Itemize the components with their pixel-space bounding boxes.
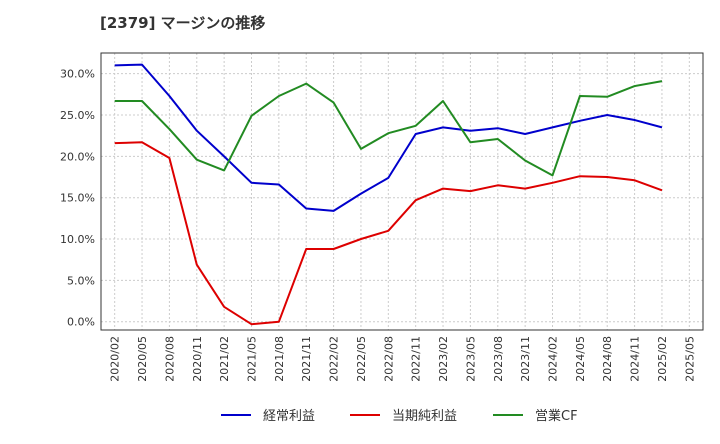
axis-layer: 0.0% 5.0% 10.0% 15.0% 20.0% 25.0% 30.0% 2020/02… <box>60 68 696 382</box>
y-tick-label: 0.0% <box>67 316 95 329</box>
x-tick-label: 2024/11 <box>629 336 642 382</box>
legend-label-3: 営業CF <box>535 408 578 424</box>
legend: 経常利益 当期純利益 営業CF <box>221 408 578 424</box>
x-tick-label: 2021/05 <box>246 336 259 382</box>
y-tick-label: 30.0% <box>60 68 95 81</box>
x-tick-label: 2022/08 <box>382 336 395 382</box>
x-tick-label: 2022/05 <box>355 336 368 382</box>
plot-frame <box>100 52 704 331</box>
x-tick-label: 2020/02 <box>109 336 122 382</box>
x-tick-label: 2022/02 <box>328 336 341 382</box>
y-tick-label: 15.0% <box>60 192 95 205</box>
x-tick-label: 2021/02 <box>218 336 231 382</box>
x-tick-label: 2021/11 <box>300 336 313 382</box>
series-layer <box>114 63 663 326</box>
series-line-3 <box>114 80 663 177</box>
chart-title: [2379] マージンの推移 <box>100 14 266 32</box>
x-tick-label: 2021/08 <box>273 336 286 382</box>
x-tick-label: 2025/05 <box>683 336 696 382</box>
x-tick-label: 2023/02 <box>437 336 450 382</box>
x-tick-label: 2020/11 <box>191 336 204 382</box>
x-tick-label: 2024/05 <box>574 336 587 382</box>
x-tick-label: 2023/05 <box>464 336 477 382</box>
legend-label-2: 当期純利益 <box>392 409 457 424</box>
x-tick-label: 2024/08 <box>601 336 614 382</box>
x-tick-label: 2022/11 <box>410 336 423 382</box>
series-line-2 <box>114 141 663 326</box>
x-tick-label: 2023/11 <box>519 336 532 382</box>
x-tick-label: 2020/05 <box>136 336 149 382</box>
y-tick-label: 20.0% <box>60 150 95 163</box>
x-tick-label: 2025/02 <box>656 336 669 382</box>
y-tick-label: 25.0% <box>60 109 95 122</box>
legend-label-1: 経常利益 <box>263 409 315 424</box>
x-tick-label: 2023/08 <box>492 336 505 382</box>
y-tick-label: 5.0% <box>67 274 95 287</box>
x-tick-label: 2020/08 <box>163 336 176 382</box>
x-tick-label: 2024/02 <box>547 336 560 382</box>
y-tick-label: 10.0% <box>60 233 95 246</box>
